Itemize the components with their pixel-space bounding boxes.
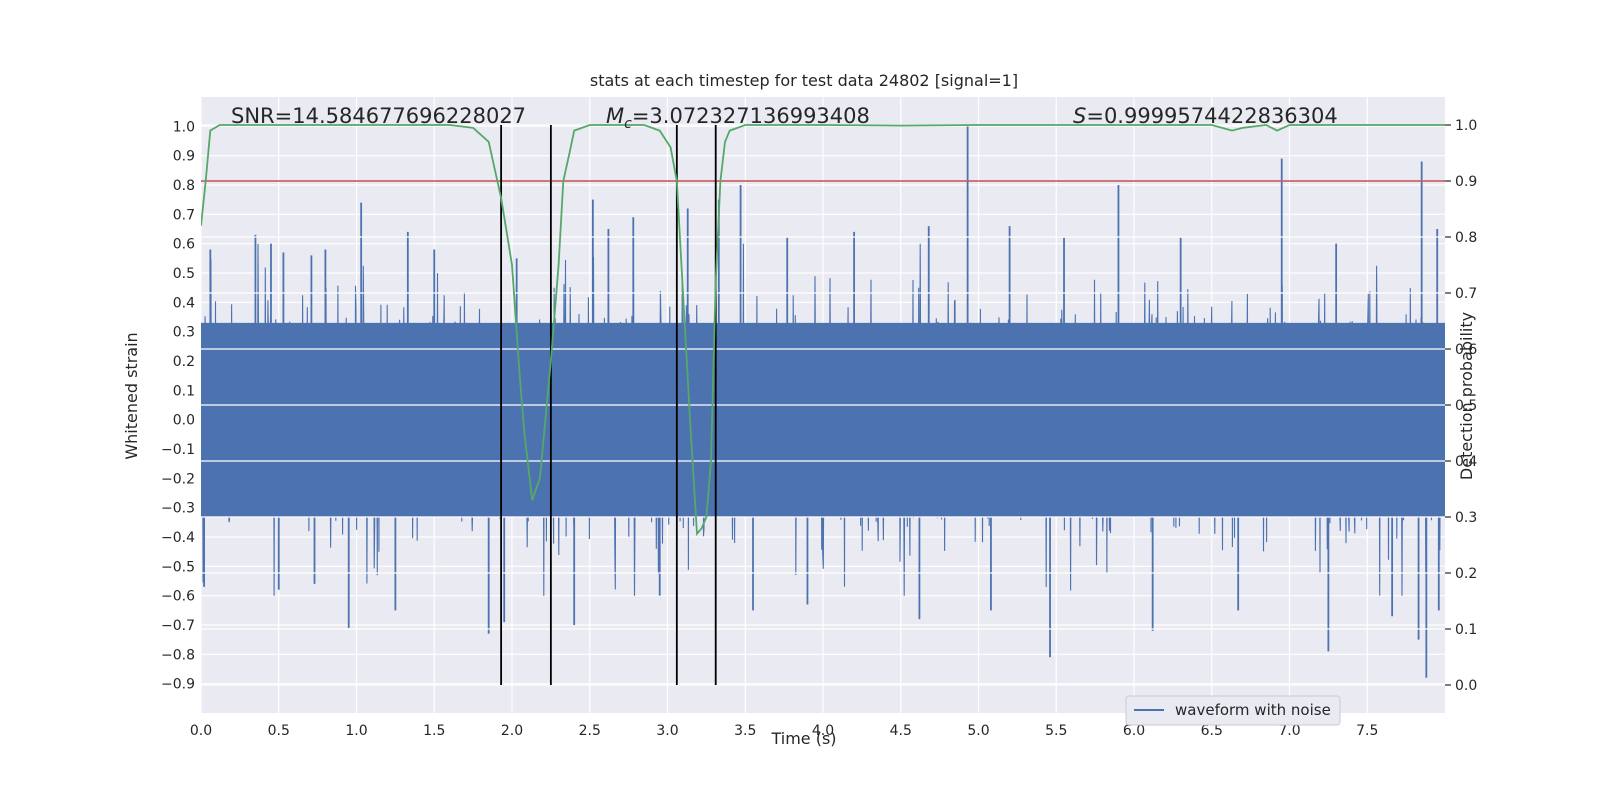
legend: waveform with noise <box>1125 695 1341 726</box>
y-right-tick-label: 0.3 <box>1455 510 1477 526</box>
x-tick-label: 6.0 <box>1123 723 1145 739</box>
y-left-tick-label: 0.9 <box>173 149 195 165</box>
y-left-tick-label: −0.4 <box>161 530 195 546</box>
x-tick-label: 4.5 <box>890 723 912 739</box>
y-left-tick-label: −0.3 <box>161 501 195 517</box>
legend-label-waveform: waveform with noise <box>1175 701 1331 719</box>
x-tick-label: 7.0 <box>1278 723 1300 739</box>
x-tick-label: 6.5 <box>1201 723 1223 739</box>
y-left-axis-title: Whitened strain <box>122 332 141 459</box>
x-tick-label: 2.5 <box>579 723 601 739</box>
snr-annotation: SNR=14.584677696228027 <box>231 104 526 128</box>
y-right-tick-label: 0.1 <box>1455 622 1477 638</box>
y-left-tick-label: −0.5 <box>161 559 195 575</box>
y-left-tick-label: −0.6 <box>161 589 195 605</box>
y-left-tick-label: 0.8 <box>173 178 195 194</box>
y-right-axis-ticks: 1.0 0.9 0.8 0.7 0.6 0.5 0.4 0.3 0.2 0.1 0.0 <box>1445 118 1477 694</box>
x-tick-label: 0.5 <box>268 723 290 739</box>
score-value: =0.9999574422836304 <box>1086 104 1337 128</box>
score-annotation: S=0.9999574422836304 <box>1073 104 1338 128</box>
score-symbol: S <box>1073 104 1086 128</box>
y-left-tick-label: 0.0 <box>173 413 195 429</box>
y-left-tick-label: 0.5 <box>173 266 195 282</box>
y-right-tick-label: 0.4 <box>1455 454 1477 470</box>
y-right-tick-label: 0.5 <box>1455 398 1477 414</box>
y-right-tick-label: 0.9 <box>1455 174 1477 190</box>
y-left-axis-ticks: 1.0 0.9 0.8 0.7 0.6 0.5 0.4 0.3 0.2 0.1 0.0 −0.1 −0.… <box>161 119 195 692</box>
legend-box <box>1125 695 1341 726</box>
y-right-tick-label: 1.0 <box>1455 118 1477 134</box>
x-tick-label: 7.5 <box>1356 723 1378 739</box>
y-left-tick-label: −0.9 <box>161 677 195 693</box>
x-axis-title: Time (s) <box>770 729 836 748</box>
x-axis-ticks: 0.0 0.5 1.0 1.5 2.0 2.5 3.0 3.5 4.0 4.5 5.0 5.5 6.0 6… <box>190 723 1379 739</box>
y-left-tick-label: −0.8 <box>161 647 195 663</box>
x-tick-label: 0.0 <box>190 723 212 739</box>
waveform-spikes <box>203 126 1440 678</box>
detection-probability-line <box>201 124 1445 537</box>
marker-lines <box>500 125 717 685</box>
chirp-mass-symbol: M <box>606 104 624 128</box>
y-left-tick-label: 0.6 <box>173 237 195 253</box>
plot-content <box>201 124 1445 686</box>
chirp-mass-subscript: c <box>624 116 632 132</box>
y-right-tick-label: 0.7 <box>1455 286 1477 302</box>
y-right-tick-label: 0.0 <box>1455 678 1477 694</box>
y-left-tick-label: 0.3 <box>173 325 195 341</box>
y-left-tick-label: −0.2 <box>161 471 195 487</box>
waveform-with-noise-line <box>201 243 1445 596</box>
x-tick-label: 3.0 <box>656 723 678 739</box>
y-left-tick-label: 1.0 <box>173 119 195 135</box>
x-tick-label: 5.5 <box>1045 723 1067 739</box>
y-right-tick-label: 0.2 <box>1455 566 1477 582</box>
y-left-tick-label: −0.1 <box>161 442 195 458</box>
x-tick-label: 1.5 <box>423 723 445 739</box>
y-left-tick-label: 0.1 <box>173 383 195 399</box>
x-tick-label: 3.5 <box>734 723 756 739</box>
y-right-tick-label: 0.6 <box>1455 342 1477 358</box>
x-tick-label: 2.0 <box>501 723 523 739</box>
x-tick-label: 5.0 <box>967 723 989 739</box>
chart-title: stats at each timestep for test data 248… <box>590 71 1018 90</box>
x-tick-label: 4.0 <box>812 723 834 739</box>
y-left-tick-label: 0.4 <box>173 295 195 311</box>
chirp-mass-value: =3.072327136993408 <box>632 104 870 128</box>
y-left-tick-label: 0.7 <box>173 207 195 223</box>
chirp-mass-annotation: Mc=3.072327136993408 <box>606 104 870 132</box>
x-tick-label: 1.0 <box>345 723 367 739</box>
y-left-tick-label: −0.7 <box>161 618 195 634</box>
y-left-tick-label: 0.2 <box>173 354 195 370</box>
y-right-tick-label: 0.8 <box>1455 230 1477 246</box>
y-right-axis-title: Detection probability <box>1457 312 1476 480</box>
